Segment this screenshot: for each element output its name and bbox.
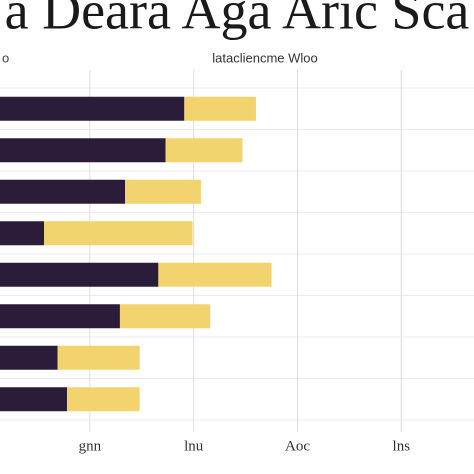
bar-segment — [0, 262, 159, 287]
x-tick-label: lns — [393, 438, 411, 454]
bar-segment — [165, 138, 243, 163]
bar-segment — [119, 304, 211, 329]
bar-segment — [66, 387, 140, 412]
x-tick-label: Aoc — [285, 438, 310, 454]
bar-segment — [44, 221, 193, 246]
bar-segment — [57, 345, 140, 370]
x-tick-label: gnn — [79, 438, 102, 454]
chart-title: a Deara Aga Aric Sca — [5, 0, 470, 40]
bar-segment — [0, 221, 45, 246]
bar-segment — [158, 262, 272, 287]
bar-segment — [0, 387, 67, 412]
bar-segment — [0, 304, 120, 329]
bar-segment — [0, 345, 58, 370]
bar-segment — [0, 96, 185, 121]
bar-segment — [0, 179, 126, 204]
y-axis-label: o — [2, 50, 9, 65]
bar-segment — [184, 96, 256, 121]
bar-segment — [0, 138, 166, 163]
chart-subtitle: latacliencme Wloo — [212, 50, 318, 65]
x-tick-label: lnu — [184, 438, 204, 454]
bar-segment — [125, 179, 201, 204]
